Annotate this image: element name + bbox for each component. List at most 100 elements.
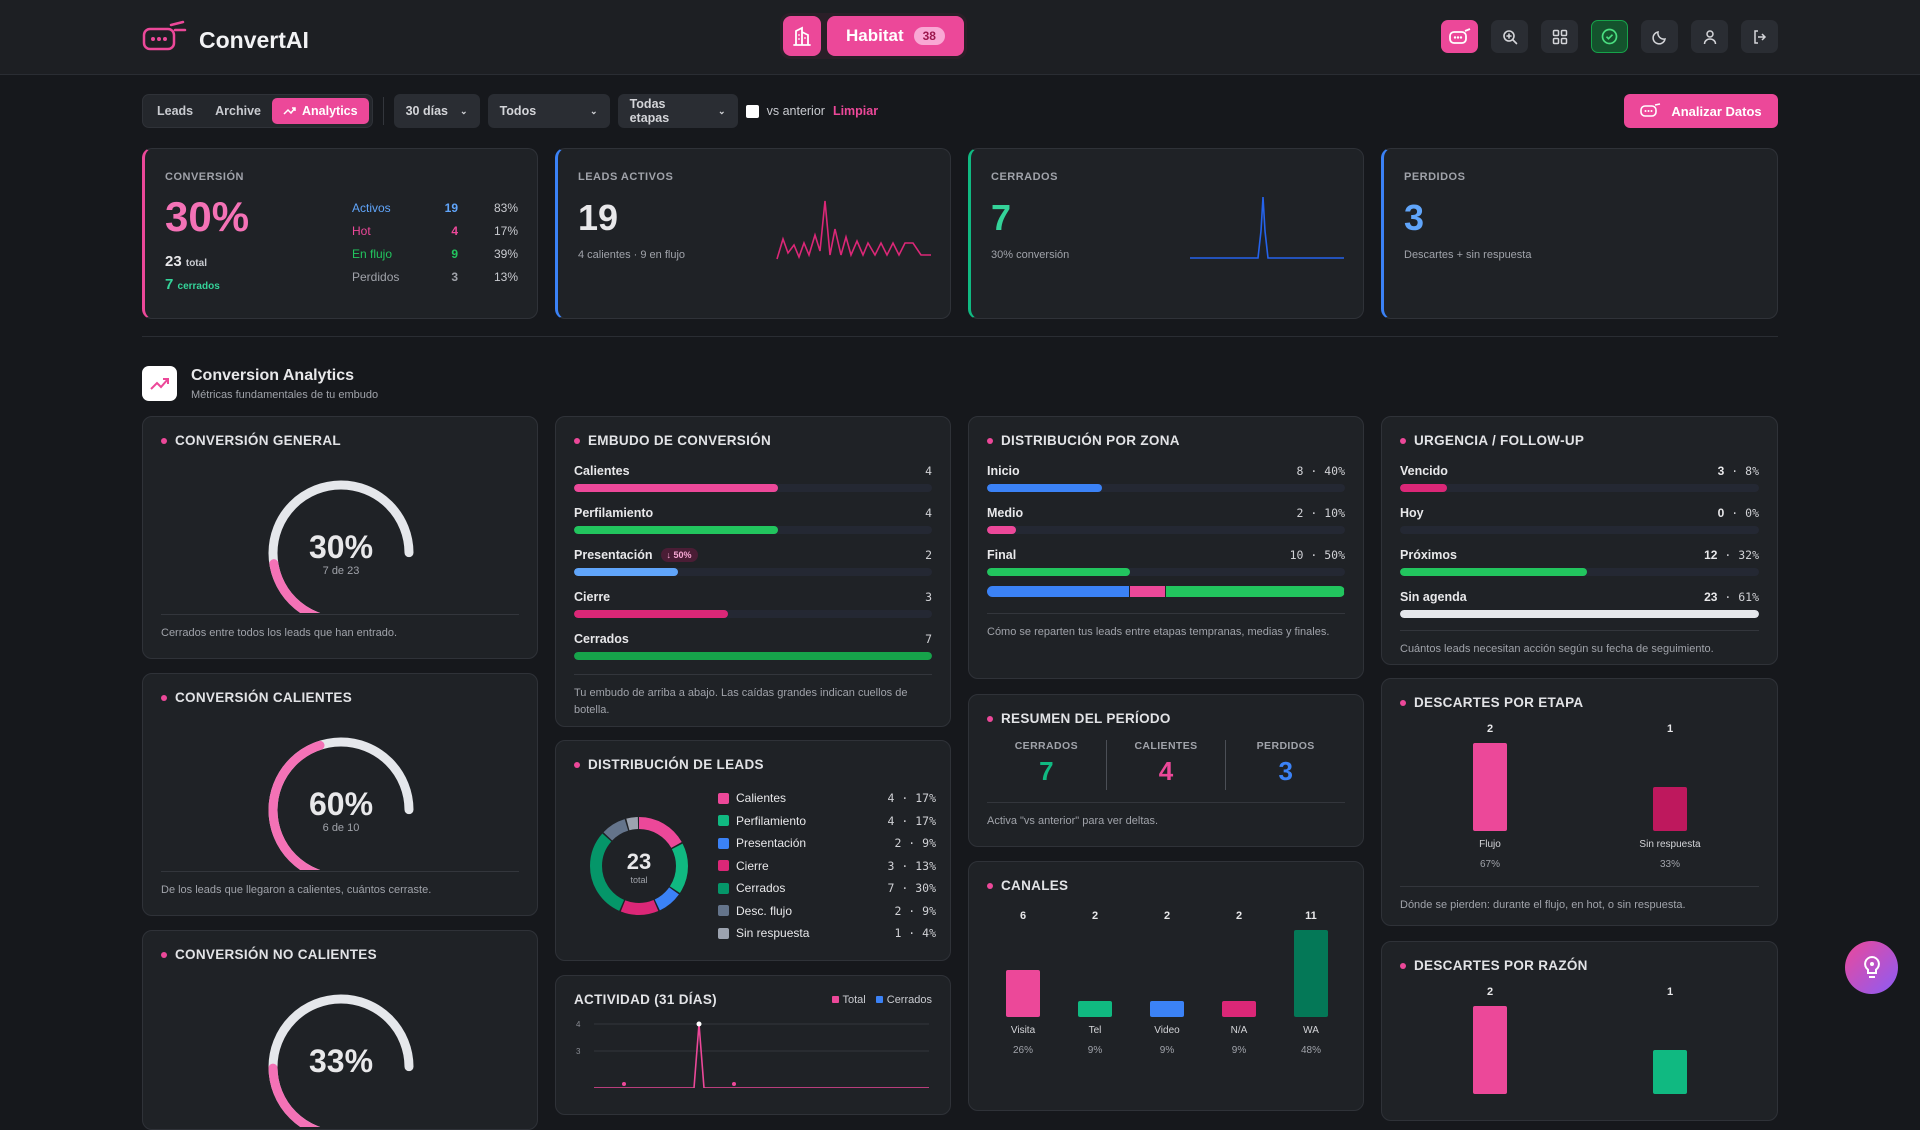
analyze-button[interactable]: Analizar Datos (1624, 94, 1778, 128)
breakdown-row: Activos 19 83% (352, 196, 518, 219)
chevron-down-icon: ⌄ (590, 105, 598, 116)
funnel-label-text: Cierre (574, 590, 611, 604)
grid-icon[interactable] (1541, 20, 1578, 53)
urgency-row: Próximos 12 · 32% (1400, 548, 1759, 562)
search-icon[interactable] (1491, 20, 1528, 53)
summary-card: RESUMEN DEL PERÍODO CERRADOS 7 CALIENTES 4 P… (968, 694, 1364, 847)
gauge-card: CONVERSIÓN NO CALIENTES 33% (142, 930, 538, 1130)
breakdown-count: 9 (451, 246, 458, 261)
urgency-count: 0 (1717, 506, 1725, 520)
trend-icon (283, 107, 296, 115)
breakdown-count: 3 (451, 269, 458, 284)
moon-icon[interactable] (1641, 20, 1678, 53)
urgency-fill (1400, 484, 1447, 492)
bar-value: 6 (1019, 910, 1027, 922)
summary-value: 7 (1039, 756, 1054, 786)
check-circle-icon[interactable] (1591, 20, 1628, 53)
card-title-text: DISTRIBUCIÓN DE LEADS (588, 757, 764, 772)
tab-analytics[interactable]: Analytics (272, 98, 369, 124)
tab-leads[interactable]: Leads (157, 104, 194, 118)
legend-label: Presentación (736, 836, 807, 851)
tab-archive[interactable]: Archive (215, 104, 261, 118)
legend-closed: Cerrados (875, 994, 932, 1006)
card-title-text: CONVERSIÓN NO CALIENTES (175, 947, 377, 962)
funnel-label-text: Cerrados (574, 632, 629, 646)
bar (1653, 1050, 1687, 1094)
dropoff-badge: ↓ 50% (660, 548, 698, 562)
closed-count: 7 (165, 276, 174, 293)
gauge-value: 33% (308, 1043, 374, 1079)
building-icon[interactable] (783, 16, 821, 56)
brand[interactable]: ConvertAI (141, 20, 309, 61)
funnel-label: Perfilamiento (574, 506, 653, 520)
legend-swatch (718, 815, 729, 827)
card-footnote: Activa "vs anterior" para ver deltas. (987, 802, 1345, 830)
card-title-text: DESCARTES POR ETAPA (1414, 695, 1584, 710)
breakdown-pct: 17% (493, 223, 518, 238)
compare-checkbox[interactable] (745, 104, 759, 118)
stages-select[interactable]: Todas etapas ⌄ (617, 94, 738, 128)
habitat-switch: Habitat 38 (780, 13, 967, 59)
breakdown-label: En flujo (352, 246, 393, 261)
brand-name: ConvertAI (199, 27, 309, 53)
kpi-value: 30% (165, 193, 250, 240)
section-title: Conversion Analytics (191, 366, 355, 384)
funnel-row: Cierre 3 (574, 590, 932, 604)
bar (1294, 930, 1328, 1017)
funnel-row: Calientes 4 (574, 464, 932, 478)
closed-word: cerrados (177, 281, 220, 292)
summary-stat: CERRADOS 7 (987, 740, 1107, 790)
donut-slice (590, 817, 688, 915)
distribution-donut (590, 817, 688, 915)
breakdown-row: En flujo 9 39% (352, 242, 518, 265)
scope-select[interactable]: Todos ⌄ (487, 94, 610, 128)
gauge-detail: 6 de 10 (322, 822, 360, 834)
urgency-count: 3 (1717, 464, 1725, 478)
assistant-icon[interactable] (1441, 20, 1478, 53)
clear-link[interactable]: Limpiar (832, 104, 879, 118)
urgency-count: 23 (1704, 590, 1718, 604)
bar-label: Video (1154, 1025, 1180, 1036)
data-point (732, 1082, 736, 1086)
kpi-value: 7 (991, 197, 1012, 238)
kpi-subtext: 30% conversión (991, 249, 1070, 261)
bar-label: N/A (1230, 1025, 1248, 1036)
logout-icon[interactable] (1741, 20, 1778, 53)
legend-value: 1 · 4% (894, 926, 936, 941)
funnel-rows: Calientes 4 Perfilamiento 4 Presentación ↓ 50… (574, 464, 932, 660)
habitat-button[interactable]: Habitat 38 (827, 16, 964, 56)
funnel-fill (574, 568, 678, 576)
zone-segment (1165, 586, 1345, 597)
legend-value: 2 · 9% (894, 903, 936, 918)
assistant-icon (1640, 103, 1661, 117)
legend-value: 3 · 13% (887, 858, 936, 873)
gauge-value: 60% (308, 786, 374, 822)
card-footnote: Cerrados entre todos los leads que han e… (161, 614, 519, 642)
bar-column: 1 Sin respuesta 33% (1580, 723, 1760, 873)
card-title: CANALES (987, 878, 1345, 893)
idea-fab-button[interactable] (1845, 941, 1898, 994)
legend-swatch (718, 837, 729, 849)
card-title: EMBUDO DE CONVERSIÓN (574, 433, 932, 448)
funnel-row: Perfilamiento 4 (574, 506, 932, 520)
channels-chart: 6 Visita 26% 2 Tel 9% 2 Video 9% 2 N/A 9% 11 WA 48% (987, 910, 1347, 1056)
summary-stat: PERDIDOS 3 (1226, 740, 1345, 790)
card-title-text: DISTRIBUCIÓN POR ZONA (1001, 433, 1180, 448)
habitat-count-badge: 38 (913, 27, 945, 45)
legend-value: 2 · 9% (894, 836, 936, 851)
card-title-text: CANALES (1001, 878, 1069, 893)
zone-card: DISTRIBUCIÓN POR ZONA Inicio 8 · 40% Medio… (968, 416, 1364, 679)
period-select[interactable]: 30 días ⌄ (393, 94, 480, 128)
zone-segment (987, 586, 1131, 597)
card-title: RESUMEN DEL PERÍODO (987, 711, 1345, 726)
compare-toggle[interactable]: vs anterior Limpiar (745, 104, 879, 118)
funnel-track (574, 568, 932, 576)
gauge-value: 30% (308, 529, 374, 565)
gauge-detail: 7 de 23 (322, 565, 360, 577)
zone-track (987, 526, 1345, 534)
funnel-label-text: Presentación (574, 548, 653, 562)
user-icon[interactable] (1691, 20, 1728, 53)
breakdown-label: Perdidos (352, 269, 400, 284)
bar-value: 2 (1163, 910, 1171, 922)
discards-stage-chart: 2 Flujo 67% 1 Sin respuesta 33% (1400, 723, 1760, 873)
